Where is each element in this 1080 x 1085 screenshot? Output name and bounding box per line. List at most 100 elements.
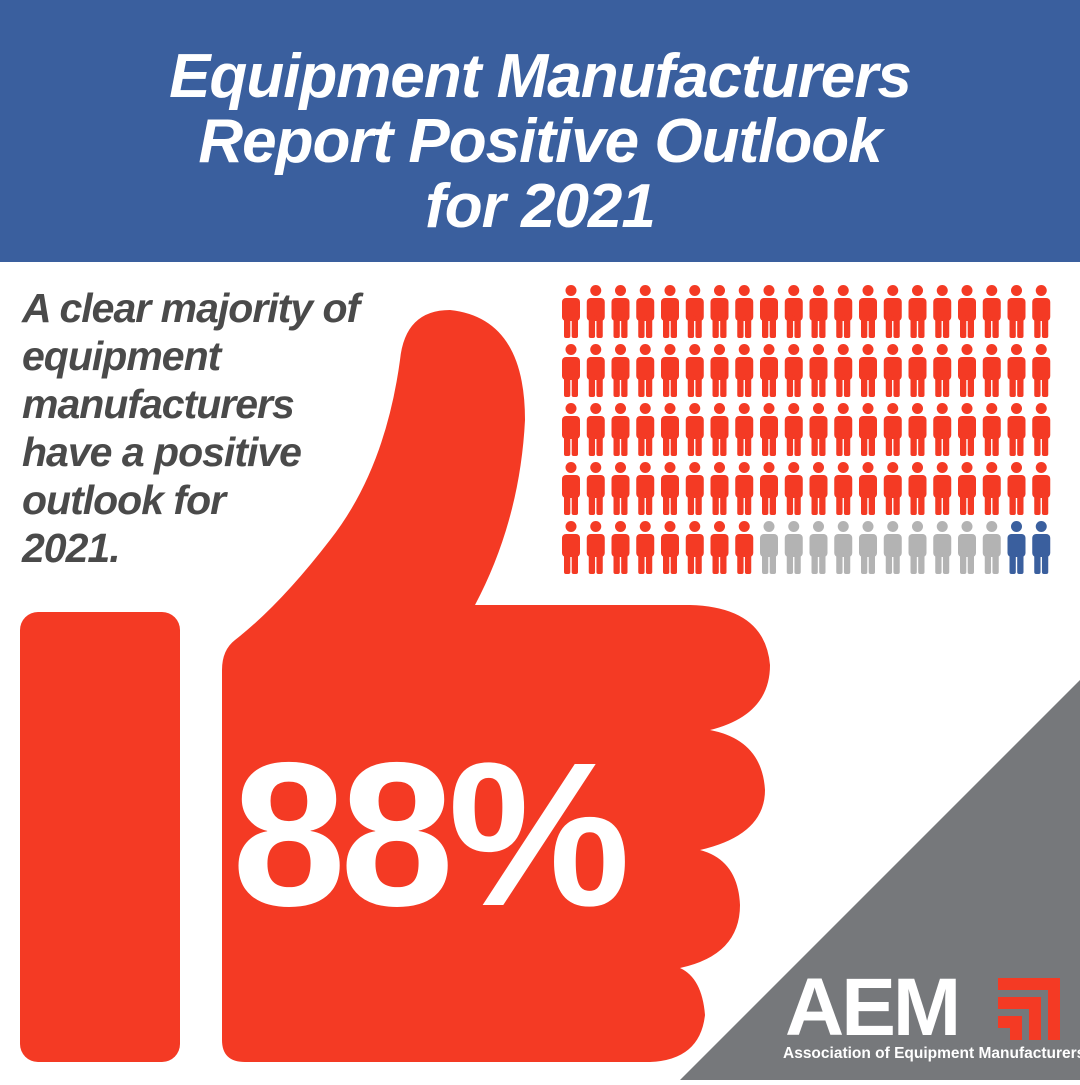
person-icon bbox=[710, 462, 729, 515]
person-icon bbox=[1007, 521, 1026, 574]
person-icon bbox=[834, 285, 853, 338]
header-band bbox=[0, 0, 1080, 262]
person-icon bbox=[611, 521, 630, 574]
person-icon bbox=[1032, 462, 1051, 515]
person-icon bbox=[982, 462, 1001, 515]
person-icon bbox=[908, 521, 927, 574]
title-line: Report Positive Outlook bbox=[198, 107, 886, 176]
person-icon bbox=[760, 285, 778, 338]
person-icon bbox=[883, 344, 902, 397]
person-icon bbox=[735, 521, 754, 574]
stat: 88% bbox=[232, 720, 625, 949]
title-line: for 2021 bbox=[425, 172, 655, 241]
person-icon bbox=[735, 344, 754, 397]
logo-mark: AEM bbox=[785, 962, 958, 1053]
person-icon bbox=[784, 462, 803, 515]
person-icon bbox=[809, 285, 828, 338]
logo-symbol bbox=[998, 978, 1060, 1040]
person-icon bbox=[933, 462, 952, 515]
person-icon bbox=[685, 462, 704, 515]
pictogram bbox=[562, 285, 1051, 574]
person-icon bbox=[562, 521, 580, 574]
person-icon bbox=[883, 462, 902, 515]
person-icon bbox=[710, 521, 729, 574]
person-icon bbox=[685, 521, 704, 574]
person-icon bbox=[586, 285, 605, 338]
person-icon bbox=[760, 521, 778, 574]
person-icon bbox=[982, 285, 1001, 338]
person-icon bbox=[834, 462, 853, 515]
person-icon bbox=[1032, 344, 1051, 397]
person-icon bbox=[760, 403, 778, 456]
body-line: 2021. bbox=[21, 525, 120, 571]
person-icon bbox=[586, 403, 605, 456]
person-icon bbox=[933, 403, 952, 456]
person-icon bbox=[1007, 403, 1026, 456]
person-icon bbox=[883, 403, 902, 456]
person-icon bbox=[784, 521, 803, 574]
thumb-hand bbox=[222, 310, 770, 1062]
person-icon bbox=[661, 344, 679, 397]
person-icon bbox=[784, 344, 803, 397]
person-icon bbox=[809, 462, 828, 515]
person-icon bbox=[834, 521, 853, 574]
thumb-cuff bbox=[20, 612, 180, 1062]
person-icon bbox=[611, 462, 630, 515]
person-icon bbox=[586, 521, 605, 574]
person-icon bbox=[735, 285, 754, 338]
person-icon bbox=[958, 344, 976, 397]
person-icon bbox=[586, 344, 605, 397]
person-icon bbox=[958, 403, 976, 456]
person-icon bbox=[883, 285, 902, 338]
body-line: outlook for bbox=[22, 477, 228, 523]
corner-triangle bbox=[680, 680, 1080, 1080]
person-icon bbox=[636, 462, 655, 515]
person-icon bbox=[908, 462, 927, 515]
person-icon bbox=[760, 462, 778, 515]
person-icon bbox=[611, 285, 630, 338]
person-icon bbox=[636, 521, 655, 574]
person-icon bbox=[859, 521, 877, 574]
body-line: have a positive bbox=[22, 429, 301, 475]
body-line: manufacturers bbox=[22, 381, 294, 427]
person-icon bbox=[933, 521, 952, 574]
person-icon bbox=[611, 403, 630, 456]
person-icon bbox=[636, 344, 655, 397]
person-icon bbox=[685, 285, 704, 338]
person-icon bbox=[685, 403, 704, 456]
person-icon bbox=[562, 462, 580, 515]
person-icon bbox=[685, 344, 704, 397]
person-icon bbox=[661, 462, 679, 515]
person-icon bbox=[809, 521, 828, 574]
person-icon bbox=[958, 285, 976, 338]
person-icon bbox=[809, 344, 828, 397]
person-icon bbox=[661, 403, 679, 456]
person-icon bbox=[1007, 285, 1026, 338]
person-icon bbox=[710, 285, 729, 338]
person-icon bbox=[784, 285, 803, 338]
title-line: Equipment Manufacturers bbox=[169, 42, 911, 111]
person-icon bbox=[735, 403, 754, 456]
person-icon bbox=[661, 285, 679, 338]
person-icon bbox=[611, 344, 630, 397]
person-icon bbox=[809, 403, 828, 456]
person-icon bbox=[958, 521, 976, 574]
person-icon bbox=[636, 285, 655, 338]
person-icon bbox=[586, 462, 605, 515]
person-icon bbox=[908, 344, 927, 397]
body-line: equipment bbox=[22, 333, 224, 379]
person-icon bbox=[859, 285, 877, 338]
person-icon bbox=[982, 344, 1001, 397]
person-icon bbox=[859, 403, 877, 456]
person-icon bbox=[1032, 285, 1051, 338]
person-icon bbox=[908, 285, 927, 338]
person-icon bbox=[933, 344, 952, 397]
person-icon bbox=[933, 285, 952, 338]
person-icon bbox=[958, 462, 976, 515]
person-icon bbox=[982, 521, 1001, 574]
body-line: A clear majority of bbox=[21, 285, 365, 331]
person-icon bbox=[1032, 521, 1051, 574]
person-icon bbox=[710, 344, 729, 397]
person-icon bbox=[636, 403, 655, 456]
